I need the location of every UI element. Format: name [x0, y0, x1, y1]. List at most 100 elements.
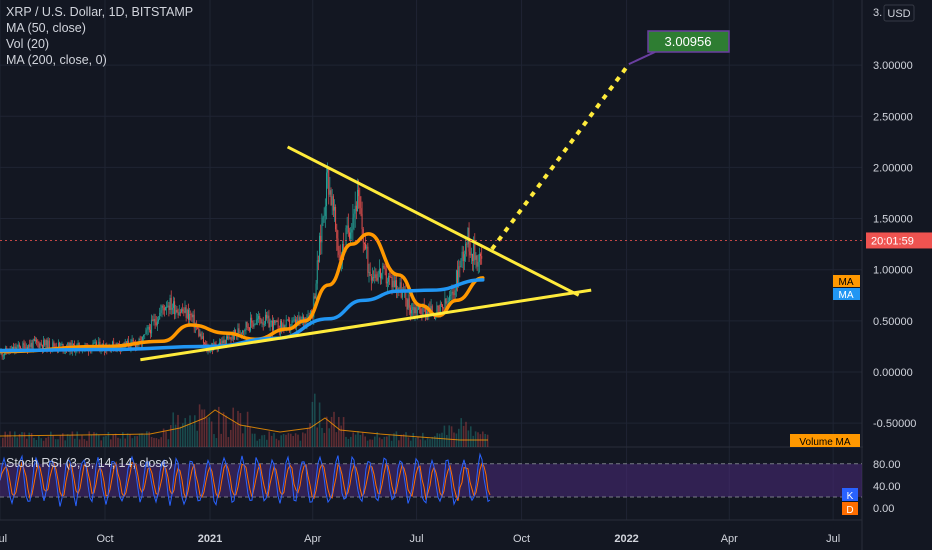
candle-body	[112, 341, 113, 348]
candle-body	[449, 295, 450, 301]
candle-body	[322, 217, 324, 224]
indicator-volume-label[interactable]: Vol (20)	[6, 37, 50, 51]
candle-body	[59, 342, 61, 346]
candle-body	[181, 309, 182, 313]
price-tick-label-partial: 3.	[873, 7, 882, 19]
candle-body	[270, 320, 272, 323]
volume-bar	[306, 427, 309, 447]
volume-bar	[196, 430, 198, 447]
candle-body	[319, 235, 320, 262]
volume-bar	[352, 432, 354, 447]
ma50-tag-bg	[833, 275, 860, 287]
candle-body	[192, 314, 194, 318]
volume-bar	[390, 440, 393, 447]
price-axis: 3.00000 2.50000 2.00000 1.50000 1.00000 0.500…	[863, 0, 932, 550]
candle-body	[408, 298, 410, 308]
candle-body	[60, 344, 62, 346]
volume-bar	[424, 440, 426, 447]
candle-body	[14, 346, 16, 351]
volume-bar	[458, 428, 460, 447]
candle-body	[227, 336, 228, 339]
candle-body	[155, 322, 157, 326]
candle-body	[395, 280, 396, 288]
candle-body	[175, 309, 177, 315]
candle-body	[58, 342, 59, 350]
candle-body	[136, 343, 138, 349]
k-tag: K	[847, 491, 854, 502]
candle-body	[328, 167, 330, 195]
candle-body	[266, 314, 268, 319]
candle-body	[355, 205, 357, 212]
volume-bar	[436, 433, 438, 447]
candle-body	[401, 291, 403, 298]
candle-body	[153, 319, 155, 321]
volume-bar	[381, 439, 383, 447]
candle-body	[152, 319, 154, 321]
candle-body	[418, 305, 419, 310]
volume-ma-tag: Volume MA	[799, 437, 850, 448]
candle-body	[33, 339, 35, 341]
candle-body	[381, 273, 383, 279]
volume-bar	[141, 433, 143, 447]
candle-body	[273, 320, 274, 331]
price-tick-label: 2.50000	[873, 111, 913, 123]
candle-body	[230, 339, 232, 340]
volume-bar	[434, 435, 436, 447]
volume-bar	[479, 434, 482, 447]
price-tick-label: -0.50000	[873, 418, 916, 430]
volume-bar	[50, 431, 52, 447]
volume-bar	[184, 418, 186, 447]
target-connector	[628, 51, 656, 66]
candle-body	[224, 339, 226, 346]
volume-bar	[407, 437, 410, 447]
volume-ma-line	[0, 409, 488, 441]
volume-bar	[482, 431, 484, 447]
candle-body	[445, 298, 447, 304]
volume-bar	[227, 437, 230, 447]
volume-bar	[40, 438, 42, 447]
candle-body	[38, 342, 40, 348]
volume-bar	[86, 440, 88, 447]
candle-body	[317, 260, 319, 262]
candle-body	[301, 316, 303, 320]
candle-body	[444, 298, 446, 309]
candle-body	[250, 317, 251, 331]
volume-bar	[254, 433, 256, 447]
candle-body	[258, 316, 260, 319]
candle-body	[262, 322, 264, 325]
candle-body	[22, 343, 24, 350]
candle-body	[53, 342, 55, 347]
candle-body	[228, 337, 230, 339]
candle-body	[246, 322, 248, 328]
volume-bar	[110, 439, 112, 447]
volume-bar	[203, 409, 206, 447]
indicator-ma50-label[interactable]: MA (50, close)	[6, 21, 86, 35]
candle-body	[127, 340, 128, 345]
volume-bar	[443, 425, 446, 447]
candle-body	[269, 322, 271, 328]
indicator-ma200-label[interactable]: MA (200, close, 0)	[6, 53, 107, 67]
candle-body	[297, 319, 299, 324]
axis-tags: 20:01:59 MA MA Volume MA KD	[0, 232, 932, 516]
volume-ma-tag-bg	[790, 434, 860, 447]
candle-body	[243, 330, 245, 332]
volume-bar	[182, 423, 184, 447]
candle-body	[469, 251, 471, 256]
volume-bar	[153, 437, 155, 447]
symbol-title[interactable]: XRP / U.S. Dollar, 1D, BITSTAMP	[6, 5, 194, 19]
target-price-label: 3.00956	[665, 34, 712, 49]
candle-body	[453, 293, 455, 296]
candle-body	[200, 333, 202, 339]
stoch-rsi-title[interactable]: Stoch RSI (3, 3, 14, 14, close)	[6, 456, 173, 470]
candle-body	[98, 341, 100, 347]
volume-bar	[314, 393, 316, 447]
volume-bar	[266, 439, 268, 447]
candle-body	[360, 208, 362, 214]
candle-body	[464, 254, 465, 262]
candle-body	[237, 328, 239, 335]
volume-bar	[383, 436, 386, 447]
volume-bar	[146, 431, 148, 447]
candle-body	[424, 307, 426, 317]
candle-body	[37, 341, 39, 343]
